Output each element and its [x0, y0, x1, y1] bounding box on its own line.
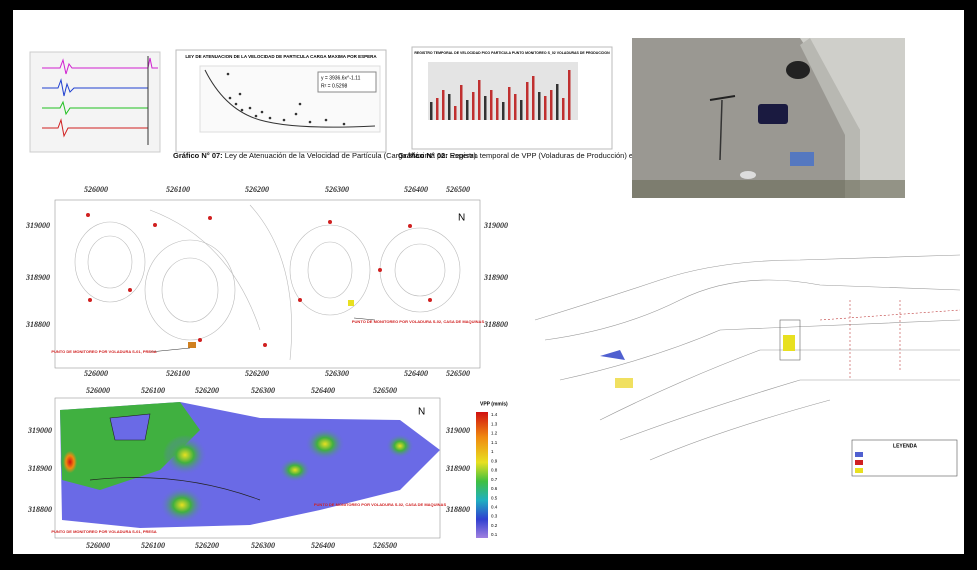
decor-bar: [562, 98, 565, 120]
northing-label: 318900: [27, 464, 52, 473]
scale-label: 1.4: [491, 412, 498, 417]
northing-label: 318900: [445, 464, 470, 473]
field-photo: [632, 38, 905, 198]
scale-label: 0.4: [491, 504, 498, 509]
north-arrow: N: [418, 407, 425, 418]
point-label: PUNTO DE MONITOREO POR VOLADURA S-01, PR…: [51, 529, 156, 534]
easting-label: 526000: [86, 541, 110, 550]
chart-title: REGISTRO TEMPORAL DE VELOCIDAD PICO PART…: [414, 51, 610, 55]
legend-title: LEYENDA: [893, 443, 917, 449]
easting-label: 526000: [86, 386, 110, 395]
scale-title: VPP (mm/s): [480, 401, 508, 407]
northing-label: 319000: [445, 426, 470, 435]
vpp-chart: [412, 47, 612, 149]
caption-label: Gráfico N° 02:: [398, 151, 448, 160]
easting-label: 526500: [446, 369, 470, 378]
decor-bar: [496, 98, 499, 120]
north-arrow: N: [458, 213, 465, 224]
decor-bar: [568, 70, 571, 120]
decor-bar: [472, 92, 475, 120]
easting-label: 526300: [251, 541, 275, 550]
easting-label: 526100: [141, 541, 165, 550]
scale-label: 0.5: [491, 495, 498, 500]
scale-label: 0.9: [491, 458, 498, 463]
easting-label: 526200: [195, 541, 219, 550]
scale-label: 0.2: [491, 523, 498, 528]
decor-bar: [448, 94, 451, 120]
seismograph: [30, 52, 160, 152]
decor-bar: [442, 90, 445, 120]
scale-label: 1.1: [491, 440, 498, 445]
decor-bar: [538, 92, 541, 120]
northing-label: 318800: [27, 505, 52, 514]
decor-bar: [514, 94, 517, 120]
easting-label: 526200: [245, 185, 269, 194]
scale-label: 1.2: [491, 431, 498, 436]
decor-bar: [436, 98, 439, 120]
contour-map: [55, 200, 480, 368]
decor-bar: [484, 96, 487, 120]
northing-label: 318800: [445, 505, 470, 514]
decor-bar: [460, 85, 463, 120]
easting-label: 526300: [325, 185, 349, 194]
easting-label: 526000: [84, 369, 108, 378]
decor-bar: [526, 82, 529, 120]
easting-label: 526100: [141, 386, 165, 395]
decor-bar: [556, 84, 559, 120]
vpp-color-map: [55, 398, 488, 538]
decor-bar: [430, 102, 433, 120]
scale-label: 0.1: [491, 532, 498, 537]
easting-label: 526400: [404, 369, 428, 378]
northing-label: 319000: [483, 221, 508, 230]
decor-bar: [490, 90, 493, 120]
point-label: PUNTO DE MONITOREO POR VOLADURA S-02, CA…: [314, 502, 447, 507]
scale-label: 0.8: [491, 468, 498, 473]
equation: y = 3936.6x^-1.11: [321, 75, 361, 81]
decor-bar: [544, 96, 547, 120]
chart-title: LEY DE ATENUACION DE LA VELOCIDAD DE PAR…: [185, 54, 377, 59]
easting-label: 526200: [245, 369, 269, 378]
northing-label: 319000: [25, 221, 50, 230]
easting-label: 526300: [325, 369, 349, 378]
northing-label: 318800: [25, 320, 50, 329]
northing-label: 318900: [483, 273, 508, 282]
scale-label: 0.6: [491, 486, 498, 491]
northing-label: 318800: [483, 320, 508, 329]
easting-label: 526200: [195, 386, 219, 395]
easting-label: 526100: [166, 369, 190, 378]
easting-label: 526500: [373, 541, 397, 550]
point-label: PUNTO DE MONITOREO POR VOLADURA S-01, PR…: [51, 349, 156, 354]
scale-label: 1.3: [491, 421, 498, 426]
northing-label: 318900: [25, 273, 50, 282]
caption-label: Gráfico N° 07:: [173, 151, 223, 160]
decor-bar: [466, 100, 469, 120]
scale-label: 0.3: [491, 514, 498, 519]
easting-label: 526300: [251, 386, 275, 395]
easting-label: 526400: [404, 185, 428, 194]
decor-bar: [532, 76, 535, 120]
decor-bar: [508, 87, 511, 120]
easting-label: 526400: [311, 386, 335, 395]
point-label: PUNTO DE MONITOREO POR VOLADURA S-02, CA…: [352, 319, 485, 324]
easting-label: 526400: [311, 541, 335, 550]
decor-bar: [502, 102, 505, 120]
decor-bar: [550, 90, 553, 120]
easting-label: 526500: [446, 185, 470, 194]
easting-label: 526100: [166, 185, 190, 194]
slide: LEY DE ATENUACION DE LA VELOCIDAD DE PAR…: [0, 0, 977, 565]
decor-bar: [454, 106, 457, 120]
easting-label: 526500: [373, 386, 397, 395]
northing-label: 319000: [27, 426, 52, 435]
attenuation-chart: [176, 50, 386, 152]
easting-label: 526000: [84, 185, 108, 194]
decor-bar: [478, 80, 481, 120]
scale-label: 0.7: [491, 477, 498, 482]
page: LEY DE ATENUACION DE LA VELOCIDAD DE PAR…: [0, 0, 977, 565]
decor-bar: [520, 100, 523, 120]
r-squared: R² = 0.5298: [321, 83, 347, 89]
